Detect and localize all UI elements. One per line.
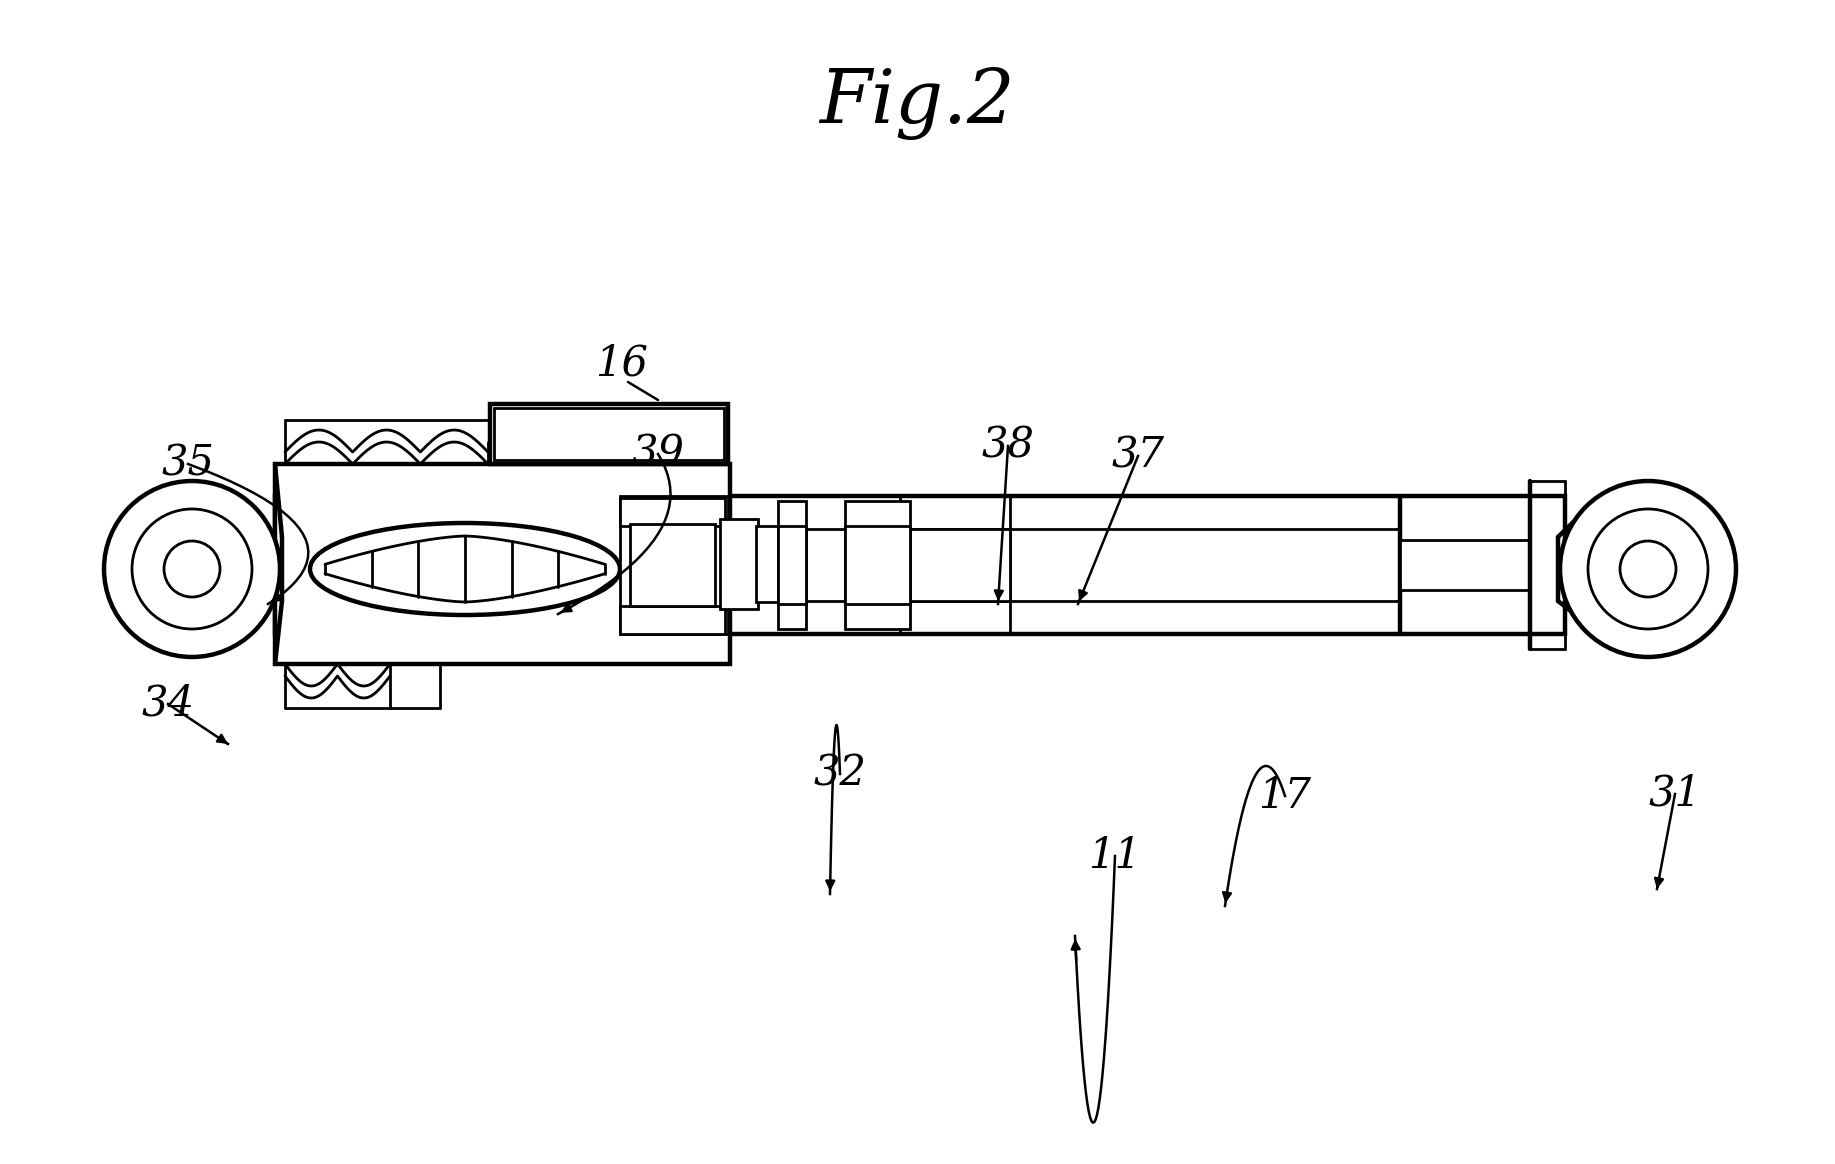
Circle shape: [132, 509, 251, 629]
Circle shape: [1587, 509, 1708, 629]
Bar: [620, 606, 725, 634]
Ellipse shape: [310, 523, 620, 615]
Bar: [778, 501, 806, 629]
Text: 16: 16: [596, 343, 648, 385]
Circle shape: [1620, 541, 1675, 597]
Text: 39: 39: [631, 433, 684, 475]
Text: 17: 17: [1259, 775, 1312, 817]
Text: 35: 35: [161, 443, 215, 485]
Bar: [620, 496, 728, 634]
Bar: [756, 526, 782, 602]
Text: 34: 34: [141, 683, 195, 725]
Circle shape: [163, 541, 220, 597]
Bar: [844, 501, 910, 629]
Text: 38: 38: [982, 425, 1035, 467]
Bar: [490, 404, 728, 464]
Bar: [620, 498, 725, 526]
Bar: [778, 526, 806, 604]
Text: 31: 31: [1648, 773, 1701, 815]
Bar: [275, 464, 730, 663]
Bar: [844, 526, 910, 604]
Text: 11: 11: [1088, 835, 1141, 876]
Bar: [629, 524, 716, 606]
Text: Fig.2: Fig.2: [818, 68, 1015, 141]
Bar: [275, 496, 1565, 634]
Text: 37: 37: [1112, 435, 1165, 477]
Bar: [1400, 540, 1530, 590]
Circle shape: [1560, 481, 1736, 656]
Circle shape: [105, 481, 281, 656]
Bar: [494, 409, 725, 460]
Bar: [899, 528, 1009, 601]
Text: 32: 32: [813, 753, 866, 795]
Bar: [719, 519, 758, 609]
